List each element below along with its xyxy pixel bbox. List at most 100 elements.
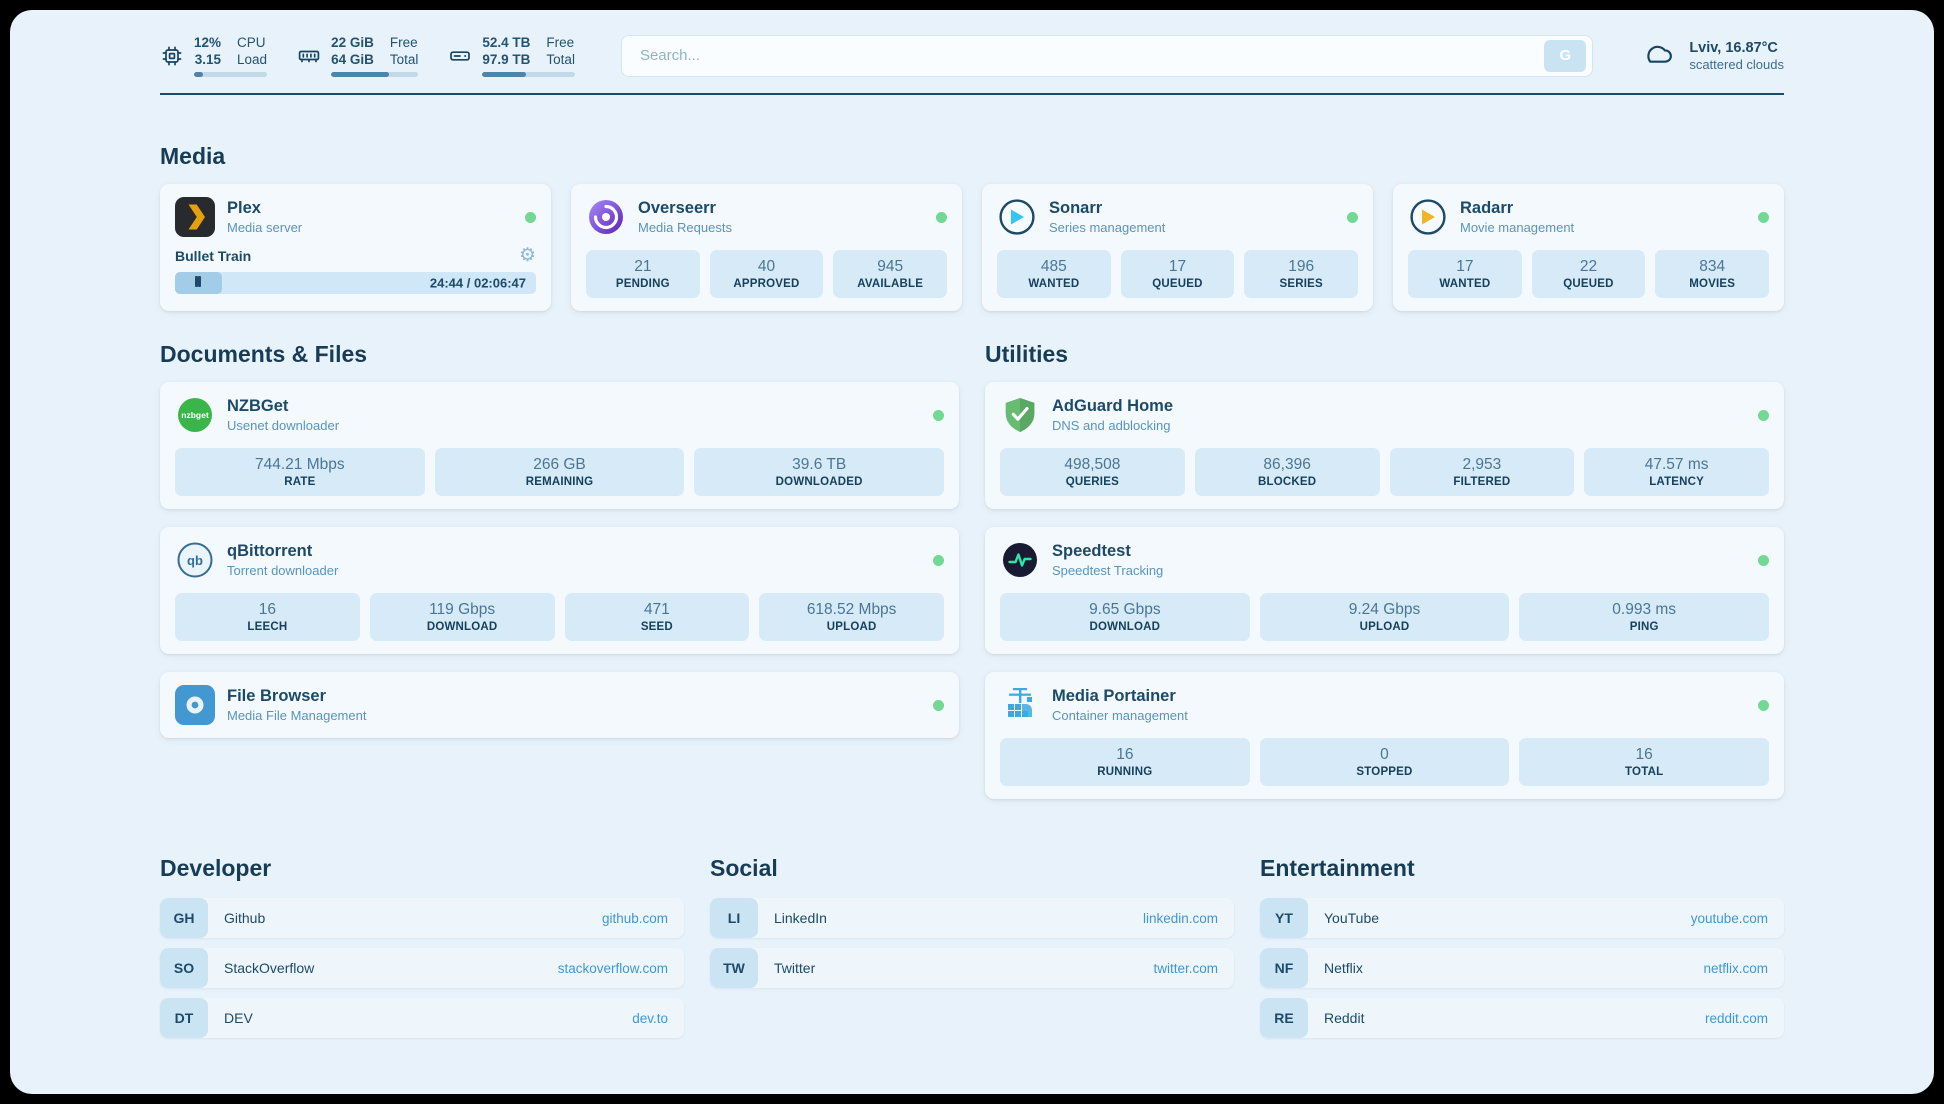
service-card-overseerr[interactable]: Overseerr Media Requests 21 PENDING 40 A… — [571, 184, 962, 311]
bookmark-github[interactable]: GH Github github.com — [160, 898, 684, 938]
stat-value: 485 — [1040, 258, 1067, 275]
status-dot — [1758, 554, 1769, 566]
topbar-divider — [160, 93, 1784, 95]
section-documents: Documents & Files nzbget NZBGet Usenet d… — [160, 341, 959, 799]
memory-total-value: 64 GiB — [331, 52, 374, 67]
svg-text:nzbget: nzbget — [181, 410, 209, 420]
stat-block: 471 SEED — [564, 593, 750, 641]
disk-free-label: Free — [546, 35, 575, 50]
bookmark-abbr: RE — [1260, 998, 1308, 1038]
disk-icon — [448, 44, 472, 68]
service-card-radarr[interactable]: Radarr Movie management 17 WANTED 22 QUE… — [1393, 184, 1784, 311]
stat-label: LEECH — [247, 621, 288, 633]
overseerr-icon — [586, 197, 626, 237]
service-subtitle: Torrent downloader — [227, 563, 339, 578]
stat-block: 0 STOPPED — [1259, 738, 1510, 786]
stat-value: 17 — [1168, 258, 1187, 275]
bookmark-abbr: DT — [160, 998, 208, 1038]
stat-block: 40 APPROVED — [709, 250, 824, 298]
stat-label: MOVIES — [1689, 278, 1736, 290]
status-dot — [936, 211, 947, 223]
stat-value: 196 — [1288, 258, 1315, 275]
cpu-progress-bar — [194, 72, 268, 77]
bookmark-group-entertainment: Entertainment YT YouTube youtube.com NF … — [1260, 855, 1784, 1038]
service-card-sonarr[interactable]: Sonarr Series management 485 WANTED 17 Q… — [982, 184, 1373, 311]
stat-label: AVAILABLE — [857, 278, 924, 290]
stat-block: 47.57 ms LATENCY — [1584, 448, 1769, 496]
service-name: Sonarr — [1049, 199, 1103, 217]
stat-label: FILTERED — [1453, 476, 1511, 488]
stat-block: 86,396 BLOCKED — [1194, 448, 1380, 496]
service-subtitle: Series management — [1049, 220, 1166, 235]
search-input[interactable] — [637, 46, 1545, 65]
svg-text:qb: qb — [187, 553, 203, 568]
search-bar: G — [620, 34, 1594, 77]
bookmark-twitter[interactable]: TW Twitter twitter.com — [710, 948, 1234, 988]
nzbget-icon: nzbget — [175, 395, 215, 435]
service-stats: 498,508 QUERIES 86,396 BLOCKED 2,953 FIL… — [1000, 448, 1769, 496]
stat-value: 834 — [1699, 258, 1726, 275]
stat-block: 2,953 FILTERED — [1389, 448, 1575, 496]
service-subtitle: Movie management — [1460, 220, 1575, 235]
service-name: File Browser — [227, 687, 327, 705]
search-provider-button[interactable]: G — [1544, 39, 1587, 72]
service-name: Speedtest — [1052, 542, 1131, 560]
status-dot — [1758, 409, 1769, 421]
bookmark-name: LinkedIn — [774, 910, 827, 926]
stat-value: 16 — [258, 601, 276, 618]
service-card-adguard[interactable]: AdGuard Home DNS and adblocking 498,508 … — [985, 382, 1784, 509]
service-card-filebrowser[interactable]: File Browser Media File Management — [160, 672, 959, 738]
weather-condition: scattered clouds — [1689, 56, 1784, 72]
stat-value: 16 — [1635, 746, 1653, 763]
memory-free-label: Free — [389, 35, 418, 50]
bookmark-dev[interactable]: DT DEV dev.to — [160, 998, 684, 1038]
service-card-plex[interactable]: Plex Media server Bullet Train ⚙ 24:44 /… — [160, 184, 551, 311]
service-name: NZBGet — [227, 397, 289, 415]
stat-value: 22 — [1579, 258, 1598, 275]
service-subtitle: Media Requests — [638, 220, 732, 235]
stat-label: PENDING — [615, 278, 670, 290]
plex-icon — [175, 197, 215, 237]
bookmark-name: Github — [224, 910, 266, 926]
now-playing-title: Bullet Train — [175, 247, 252, 264]
stat-block: 485 WANTED — [997, 250, 1111, 298]
weather-widget: Lviv, 16.87°C scattered clouds — [1639, 37, 1784, 74]
bookmark-linkedin[interactable]: LI LinkedIn linkedin.com — [710, 898, 1234, 938]
service-subtitle: Container management — [1052, 708, 1188, 723]
service-card-qbittorrent[interactable]: qb qBittorrent Torrent downloader 16 LEE… — [160, 527, 959, 654]
stat-block: 945 AVAILABLE — [833, 250, 947, 298]
stat-block: 266 GB REMAINING — [434, 448, 685, 496]
radarr-icon — [1408, 197, 1448, 237]
bookmark-reddit[interactable]: RE Reddit reddit.com — [1260, 998, 1784, 1038]
stat-value: 0.993 ms — [1612, 601, 1677, 618]
dashboard-page: 12% CPU 3.15 Load 22 GiB Free 64 — [10, 10, 1934, 1094]
stat-block: 21 PENDING — [586, 250, 700, 298]
stat-label: DOWNLOAD — [1089, 621, 1161, 633]
stat-block: 196 SERIES — [1244, 250, 1358, 298]
service-subtitle: Media File Management — [227, 708, 367, 723]
stat-block: 22 QUEUED — [1531, 250, 1646, 298]
service-card-speedtest[interactable]: Speedtest Speedtest Tracking 9.65 Gbps D… — [985, 527, 1784, 654]
memory-icon — [297, 44, 321, 68]
bookmark-netflix[interactable]: NF Netflix netflix.com — [1260, 948, 1784, 988]
pause-icon — [195, 274, 202, 292]
bookmark-abbr: LI — [710, 898, 758, 938]
service-card-portainer[interactable]: Media Portainer Container management 16 … — [985, 672, 1784, 799]
bookmark-group-social: Social LI LinkedIn linkedin.com TW Twitt… — [710, 855, 1234, 1038]
service-name: Media Portainer — [1052, 687, 1176, 705]
bookmark-url: stackoverflow.com — [557, 960, 668, 976]
stat-value: 744.21 Mbps — [255, 456, 345, 473]
gear-icon[interactable]: ⚙ — [518, 245, 536, 266]
stat-block: 834 MOVIES — [1655, 250, 1769, 298]
service-stats: 744.21 Mbps RATE 266 GB REMAINING 39.6 T… — [175, 448, 944, 496]
service-subtitle: Media server — [227, 220, 303, 235]
memory-widget: 22 GiB Free 64 GiB Total — [297, 34, 419, 77]
stat-value: 17 — [1456, 258, 1474, 275]
bookmark-youtube[interactable]: YT YouTube youtube.com — [1260, 898, 1784, 938]
service-subtitle: Speedtest Tracking — [1052, 563, 1164, 578]
bookmark-stackoverflow[interactable]: SO StackOverflow stackoverflow.com — [160, 948, 684, 988]
service-name: Radarr — [1460, 199, 1514, 217]
service-card-nzbget[interactable]: nzbget NZBGet Usenet downloader 744.21 M… — [160, 382, 959, 509]
service-stats: 17 WANTED 22 QUEUED 834 MOVIES — [1408, 250, 1769, 298]
stat-label: UPLOAD — [826, 621, 877, 633]
